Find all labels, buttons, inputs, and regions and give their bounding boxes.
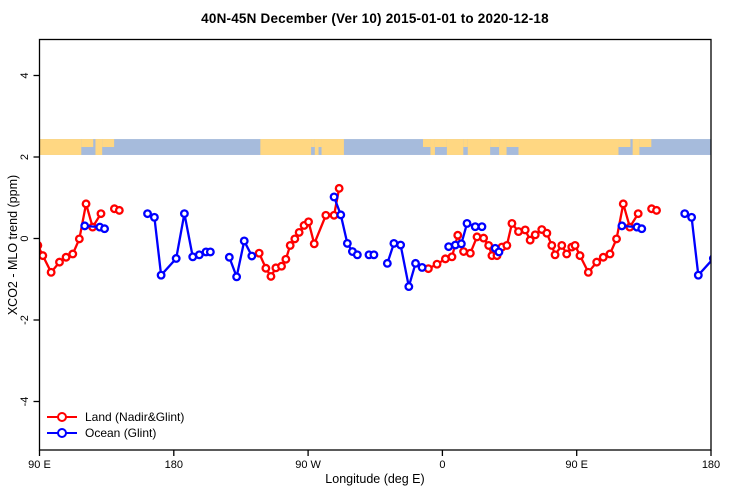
plot-border xyxy=(38,38,712,451)
y-tick-label: 2 xyxy=(19,154,31,160)
map-band-land-segment xyxy=(95,139,103,155)
series-land xyxy=(39,183,661,281)
x-tick-label: 0 xyxy=(439,459,445,471)
x-tick-label: 90 W xyxy=(295,459,321,471)
x-tick-label: 90 E xyxy=(28,459,51,471)
map-band-land-segment xyxy=(430,139,435,155)
map-band-land-segment xyxy=(518,139,619,155)
plot-inner xyxy=(39,139,711,292)
map-band-land-segment xyxy=(39,139,82,155)
legend-label-ocean: Ocean (Glint) xyxy=(85,426,157,440)
x-tick-label: 180 xyxy=(165,459,183,471)
y-tick-label: -4 xyxy=(19,397,31,407)
map-band-land-segment xyxy=(321,139,344,155)
map-band-land-segment xyxy=(311,139,315,148)
map-band-land-segment xyxy=(446,139,464,155)
legend: Land (Nadir&Glint) Ocean (Glint) xyxy=(47,409,184,441)
map-band-land-segment xyxy=(463,139,468,148)
map-band-land-segment xyxy=(434,139,447,148)
land-series-marker-icon xyxy=(47,410,77,424)
y-tick-label: -2 xyxy=(19,315,31,325)
y-tick-label: 4 xyxy=(19,72,31,78)
x-axis-label: Longitude (deg E) xyxy=(325,472,425,486)
ocean-series-marker-icon xyxy=(47,426,77,440)
map-band-land-segment xyxy=(618,139,631,148)
legend-item-land: Land (Nadir&Glint) xyxy=(47,409,184,425)
map-band-land-segment xyxy=(639,139,652,148)
map-band-land-segment xyxy=(423,139,431,148)
map-band-land-segment xyxy=(314,139,319,155)
map-band-land-segment xyxy=(318,139,322,148)
series-ocean xyxy=(80,192,711,292)
y-tick-label: 0 xyxy=(19,235,31,241)
map-band-land-segment xyxy=(260,139,312,155)
map-band-land-segment xyxy=(499,139,507,155)
map-band-land-segment xyxy=(467,139,491,155)
map-band-land-segment xyxy=(490,139,500,148)
chart-title: 40N-45N December (Ver 10) 2015-01-01 to … xyxy=(201,11,549,26)
map-band-land-segment xyxy=(102,139,115,148)
map-band-land-segment xyxy=(81,139,94,148)
x-tick-label: 180 xyxy=(702,459,720,471)
x-tick-label: 90 E xyxy=(565,459,588,471)
map-band-land-segment xyxy=(506,139,519,148)
legend-label-land: Land (Nadir&Glint) xyxy=(85,410,185,424)
legend-item-ocean: Ocean (Glint) xyxy=(47,425,184,441)
map-band-land-segment xyxy=(632,139,640,155)
